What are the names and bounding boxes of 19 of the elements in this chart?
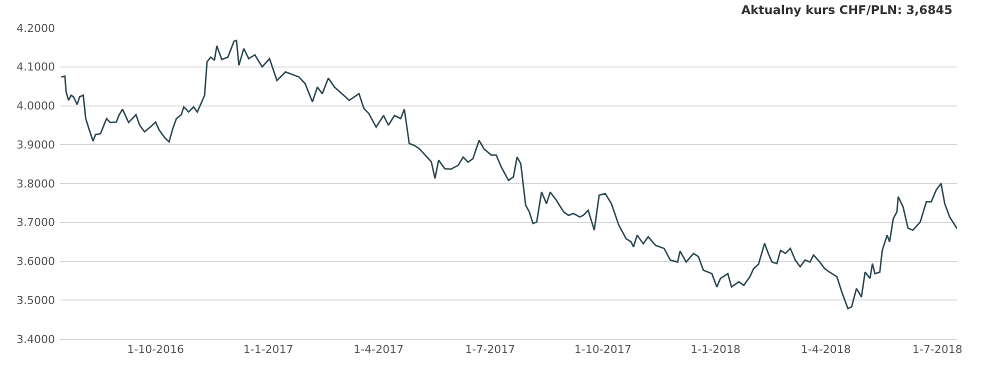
- y-tick-label: 4.0000: [16, 100, 55, 113]
- x-tick-label: 1-7-2018: [912, 343, 962, 356]
- y-tick-label: 4.2000: [16, 22, 55, 35]
- x-tick-label: 1-4-2018: [800, 343, 851, 356]
- x-tick-label: 1-1-2018: [690, 343, 741, 356]
- x-tick-label: 1-7-2017: [465, 343, 516, 356]
- line-series: [60, 40, 957, 310]
- y-tick-label: 4.1000: [16, 60, 55, 74]
- y-tick-label: 3.9000: [16, 138, 55, 152]
- chart-title: Aktualny kurs CHF/PLN: 3,6845: [741, 2, 953, 17]
- y-tick-label: 3.4000: [16, 332, 55, 346]
- x-tick-label: 1-4-2017: [354, 343, 404, 356]
- y-tick-label: 3.8000: [16, 177, 55, 190]
- y-tick-label: 3.5000: [16, 294, 55, 307]
- y-tick-label: 3.7000: [16, 216, 55, 230]
- x-tick-label: 1-10-2017: [574, 343, 632, 356]
- y-tick-label: 3.6000: [16, 255, 55, 268]
- x-tick-label: 1-10-2016: [127, 343, 184, 356]
- x-tick-label: 1-1-2017: [243, 343, 294, 356]
